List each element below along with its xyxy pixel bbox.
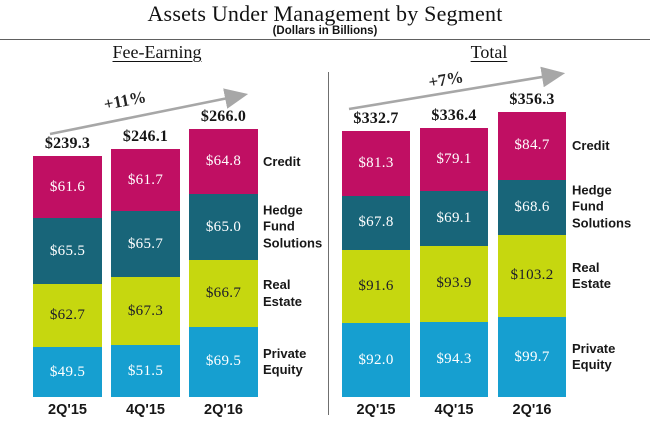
bar-segment-hedge-fund-solutions bbox=[420, 191, 488, 247]
bar-segment-credit bbox=[111, 149, 180, 212]
x-axis-label: 2Q'15 bbox=[356, 402, 396, 418]
group-header-fee-earning: Fee-Earning bbox=[112, 42, 202, 62]
segment-value-label: $51.5 bbox=[127, 362, 164, 379]
legend-label-hedge-fund-solutions: Hedge Fund Solutions bbox=[572, 182, 632, 231]
header-rule bbox=[0, 39, 650, 40]
bar-segment-private-equity bbox=[342, 323, 410, 397]
segment-value-label: $65.0 bbox=[205, 218, 242, 235]
segment-value-label: $92.0 bbox=[358, 351, 394, 368]
bar-segment-private-equity bbox=[420, 321, 488, 397]
segment-value-label: $93.9 bbox=[436, 275, 472, 292]
legend-label-private-equity: Private Equity bbox=[263, 345, 307, 377]
bar-segment-credit bbox=[33, 156, 102, 219]
segment-value-label: $66.7 bbox=[205, 284, 242, 301]
bar-segment-hedge-fund-solutions bbox=[498, 179, 566, 235]
bar-total-label: $356.3 bbox=[509, 91, 555, 109]
segment-value-label: $49.5 bbox=[49, 363, 86, 380]
segment-value-label: $67.3 bbox=[127, 302, 164, 319]
segment-value-label: $61.7 bbox=[127, 171, 164, 188]
x-axis-label: 2Q'16 bbox=[204, 402, 243, 418]
segment-value-label: $64.8 bbox=[205, 153, 242, 170]
bar-segment-real-estate bbox=[420, 246, 488, 322]
bar-segment-private-equity bbox=[189, 327, 258, 397]
legend-label-real-estate: Real Estate bbox=[572, 259, 612, 291]
fee-earning-growth-label: +11% bbox=[102, 87, 148, 114]
segment-value-label: $65.5 bbox=[49, 242, 86, 259]
bar-segment-private-equity bbox=[111, 345, 180, 397]
bar-segment-credit bbox=[498, 112, 566, 180]
bar-total-label: $266.0 bbox=[200, 108, 247, 126]
chart-subtitle: (Dollars in Billions) bbox=[272, 25, 378, 37]
bar-segment-hedge-fund-solutions bbox=[189, 194, 258, 260]
bar-total-label: $332.7 bbox=[353, 109, 399, 127]
bar-segment-credit bbox=[420, 127, 488, 192]
bar-segment-credit bbox=[189, 129, 258, 195]
segment-value-label: $68.6 bbox=[514, 198, 550, 215]
legend-label-private-equity: Private Equity bbox=[572, 340, 616, 373]
bar-segment-credit bbox=[342, 130, 410, 196]
x-axis-label: 2Q'15 bbox=[48, 402, 87, 418]
segment-value-label: $103.2 bbox=[510, 267, 554, 284]
group-header-total: Total bbox=[470, 42, 508, 62]
segment-value-label: $67.8 bbox=[358, 214, 394, 231]
bar-total-label: $336.4 bbox=[431, 106, 477, 124]
segment-value-label: $91.6 bbox=[358, 278, 394, 295]
segment-value-label: $94.3 bbox=[436, 350, 472, 367]
bar-segment-private-equity bbox=[498, 317, 566, 397]
segment-value-label: $81.3 bbox=[358, 154, 394, 171]
legend-label-credit: Credit bbox=[263, 153, 301, 169]
bar-segment-real-estate bbox=[111, 277, 180, 346]
chart-title: Assets Under Management by Segment bbox=[147, 1, 503, 26]
segment-value-label: $69.1 bbox=[436, 210, 472, 227]
bar-segment-real-estate bbox=[342, 250, 410, 324]
bar-segment-hedge-fund-solutions bbox=[33, 218, 102, 284]
bar-total-label: $239.3 bbox=[44, 135, 91, 153]
segment-value-label: $62.7 bbox=[49, 307, 86, 324]
chart-group-divider bbox=[328, 72, 329, 415]
segment-value-label: $61.6 bbox=[49, 178, 86, 195]
segment-value-label: $69.5 bbox=[205, 353, 242, 370]
bar-segment-hedge-fund-solutions bbox=[111, 211, 180, 278]
bar-segment-private-equity bbox=[33, 347, 102, 397]
x-axis-label: 4Q'15 bbox=[434, 402, 474, 418]
bar-segment-hedge-fund-solutions bbox=[342, 195, 410, 251]
segment-value-label: $99.7 bbox=[514, 348, 550, 365]
segment-value-label: $84.7 bbox=[514, 137, 550, 154]
x-axis-label: 2Q'16 bbox=[512, 402, 552, 418]
legend-label-hedge-fund-solutions: Hedge Fund Solutions bbox=[263, 202, 323, 251]
segment-value-label: $79.1 bbox=[436, 151, 472, 167]
x-axis-label: 4Q'15 bbox=[126, 402, 165, 418]
total-growth-label: +7% bbox=[426, 67, 465, 92]
bar-segment-real-estate bbox=[33, 284, 102, 348]
segment-value-label: $65.7 bbox=[127, 235, 164, 252]
bar-total-label: $246.1 bbox=[122, 128, 169, 146]
bar-segment-real-estate bbox=[189, 259, 258, 327]
bar-segment-real-estate bbox=[498, 234, 566, 318]
legend-label-real-estate: Real Estate bbox=[263, 277, 303, 309]
legend-label-credit: Credit bbox=[572, 137, 610, 153]
